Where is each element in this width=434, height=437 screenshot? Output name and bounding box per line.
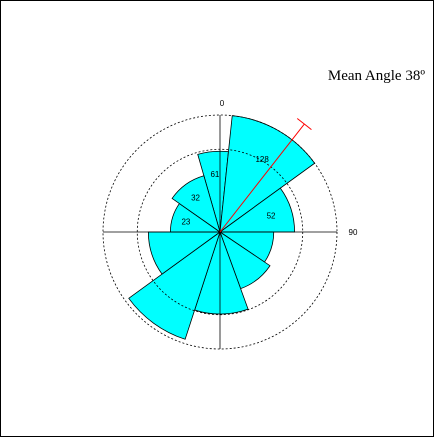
sector bbox=[128, 230, 221, 340]
value-label: 52 bbox=[267, 211, 276, 220]
value-label: 61 bbox=[210, 170, 219, 179]
mean-line bbox=[219, 123, 305, 233]
sector bbox=[171, 175, 221, 233]
value-label: 32 bbox=[191, 194, 200, 203]
value-label: 23 bbox=[181, 217, 190, 226]
axis-label: 90 bbox=[349, 228, 358, 237]
chart-title: Mean Angle 38º bbox=[328, 68, 425, 84]
axis-label: 0 bbox=[220, 99, 225, 108]
mean-cap bbox=[296, 118, 312, 130]
value-label: 128 bbox=[255, 155, 269, 164]
